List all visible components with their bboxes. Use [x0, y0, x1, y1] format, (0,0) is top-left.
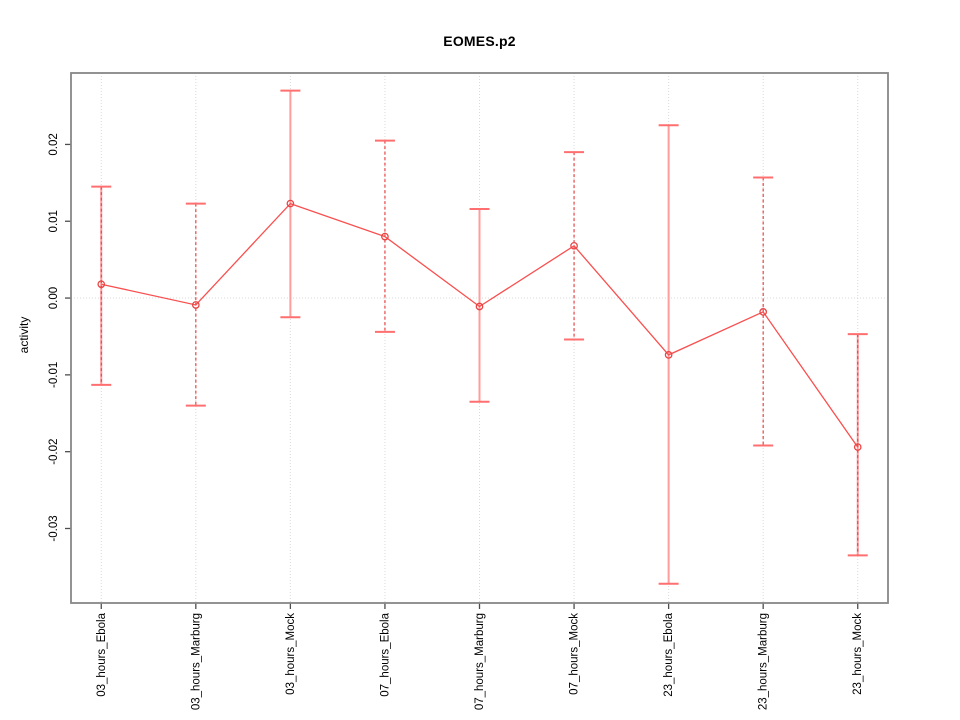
data-point	[286, 199, 295, 208]
data-point	[97, 280, 106, 289]
data-point	[664, 351, 673, 359]
x-tick-label: 07_hours_Mock	[569, 613, 581, 695]
data-point	[570, 241, 578, 250]
data-point	[853, 443, 862, 451]
x-tick-label: 23_hours_Marburg	[758, 613, 770, 710]
chart-title: EOMES.p2	[443, 33, 516, 49]
x-tick-label: 23_hours_Ebola	[663, 612, 675, 696]
data-point	[759, 308, 768, 316]
y-tick-label: 0.01	[48, 210, 60, 232]
data-point	[475, 302, 484, 311]
series-line	[101, 202, 859, 448]
y-tick-label: -0.03	[48, 515, 60, 541]
plot-border	[70, 72, 889, 604]
y-tick-label: -0.01	[48, 362, 60, 388]
x-tick-label: 07_hours_Marburg	[474, 613, 486, 710]
x-tick-label: 07_hours_Ebola	[379, 612, 391, 696]
y-tick-label: -0.02	[48, 439, 60, 465]
y-tick-label: 0.00	[48, 287, 60, 309]
x-tick-label: 03_hours_Marburg	[190, 613, 202, 710]
data-point	[381, 232, 389, 241]
y-tick-label: 0.02	[48, 133, 60, 155]
x-tick-label: 03_hours_Mock	[285, 613, 297, 695]
x-tick-label: 03_hours_Ebola	[96, 612, 108, 696]
data-point	[191, 301, 200, 309]
x-tick-label: 23_hours_Mock	[852, 613, 864, 695]
